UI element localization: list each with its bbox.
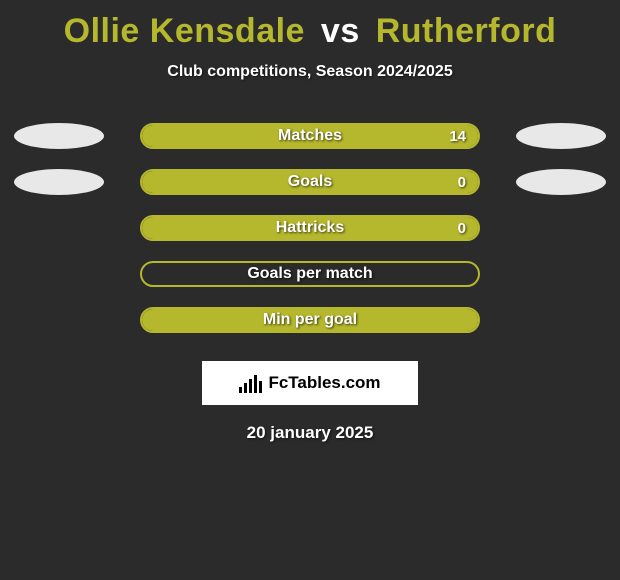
logo-text: FcTables.com	[268, 373, 380, 393]
player1-name: Ollie Kensdale	[64, 12, 305, 50]
stat-bar: Hattricks0	[140, 215, 480, 241]
stat-row: Goals0	[0, 159, 620, 205]
player2-name: Rutherford	[376, 12, 557, 50]
stat-bar: Matches14	[140, 123, 480, 149]
stat-bar: Goals0	[140, 169, 480, 195]
stat-value: 0	[458, 171, 466, 193]
stat-label: Min per goal	[142, 309, 478, 331]
stat-label: Matches	[142, 125, 478, 147]
stat-label: Goals per match	[142, 263, 478, 285]
right-ellipse-icon	[516, 123, 606, 149]
right-ellipse-icon	[516, 169, 606, 195]
stat-row: Min per goal	[0, 297, 620, 343]
vs-text: vs	[315, 12, 366, 50]
stat-row: Hattricks0	[0, 205, 620, 251]
stat-row: Goals per match	[0, 251, 620, 297]
subtitle: Club competitions, Season 2024/2025	[0, 63, 620, 81]
stat-bar: Goals per match	[140, 261, 480, 287]
stat-bar: Min per goal	[140, 307, 480, 333]
logo-box: FcTables.com	[202, 361, 418, 405]
stat-value: 14	[449, 125, 466, 147]
logo-bars-icon	[239, 373, 262, 393]
stat-row: Matches14	[0, 113, 620, 159]
left-ellipse-icon	[14, 169, 104, 195]
left-ellipse-icon	[14, 123, 104, 149]
stat-label: Hattricks	[142, 217, 478, 239]
date-text: 20 january 2025	[0, 423, 620, 443]
stat-label: Goals	[142, 171, 478, 193]
stat-rows: Matches14Goals0Hattricks0Goals per match…	[0, 113, 620, 343]
page-title: Ollie Kensdale vs Rutherford	[0, 0, 620, 51]
stat-value: 0	[458, 217, 466, 239]
